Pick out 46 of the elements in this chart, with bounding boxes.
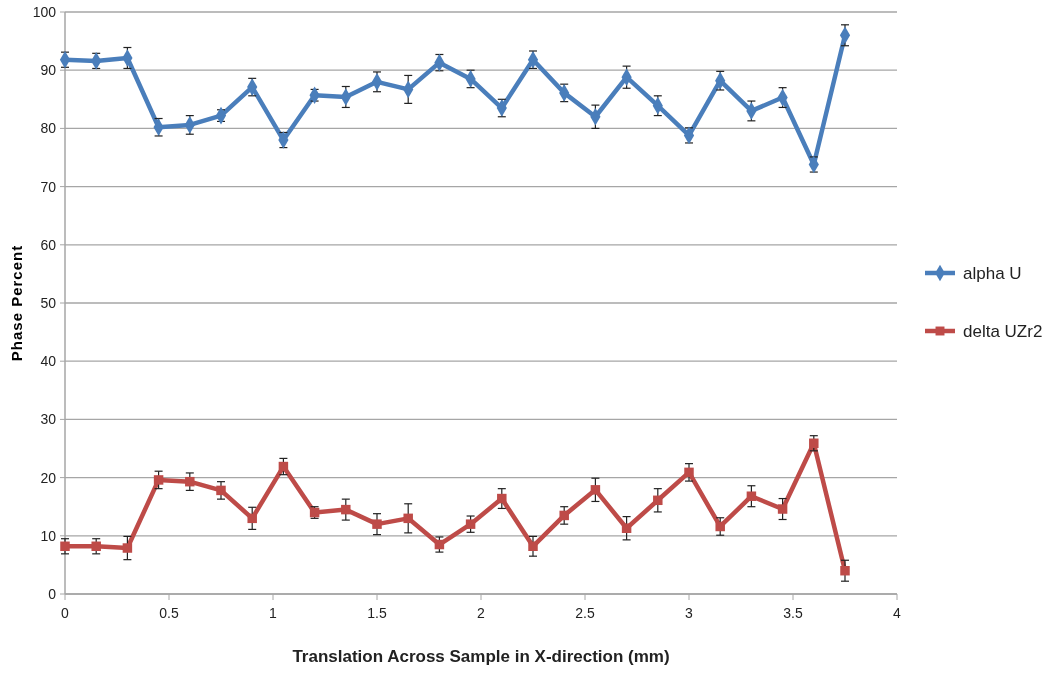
point [590,485,601,495]
y-tick-label: 90 [40,62,57,79]
point [122,543,133,553]
y-tick-label: 100 [32,3,57,20]
x-tick-label: 1.5 [367,605,387,621]
point [341,504,351,515]
point [497,493,507,504]
y-tick-label: 40 [40,353,57,370]
point [153,475,164,485]
point [746,491,757,501]
legend-label: alpha U [963,263,1022,283]
y-tick-label: 20 [40,469,57,486]
point [621,523,632,533]
x-tick-label: 2.5 [575,605,595,621]
y-tick-label: 10 [40,527,57,544]
x-tick-label: 0.5 [159,605,179,621]
point [465,519,476,529]
point [840,565,850,576]
y-tick-label: 60 [40,236,57,253]
y-tick-label: 30 [40,411,57,428]
x-tick-label: 4 [893,605,902,621]
point [653,495,663,506]
point [403,513,413,524]
point [60,541,70,552]
x-tick-label: 0 [61,605,70,621]
y-tick-label: 50 [40,294,57,311]
x-tick-label: 3.5 [783,605,803,621]
point [185,476,195,487]
y-tick-label: 80 [40,120,57,137]
point [247,513,257,524]
x-tick-label: 3 [685,605,694,621]
point [216,485,226,496]
point [715,521,725,532]
x-tick-label: 2 [477,605,486,621]
point [278,461,289,472]
point [777,504,788,514]
point [372,519,382,529]
point [559,510,569,521]
x-tick-label: 1 [269,605,278,621]
point [528,541,538,552]
y-axis-title: Phase Percent [8,244,25,362]
legend-label: delta UZr2 [963,321,1043,341]
x-axis-title: Translation Across Sample in X-direction (mm) [292,647,670,666]
y-tick-label: 70 [40,178,57,195]
y-tick-label: 0 [48,585,57,602]
point [684,467,694,478]
